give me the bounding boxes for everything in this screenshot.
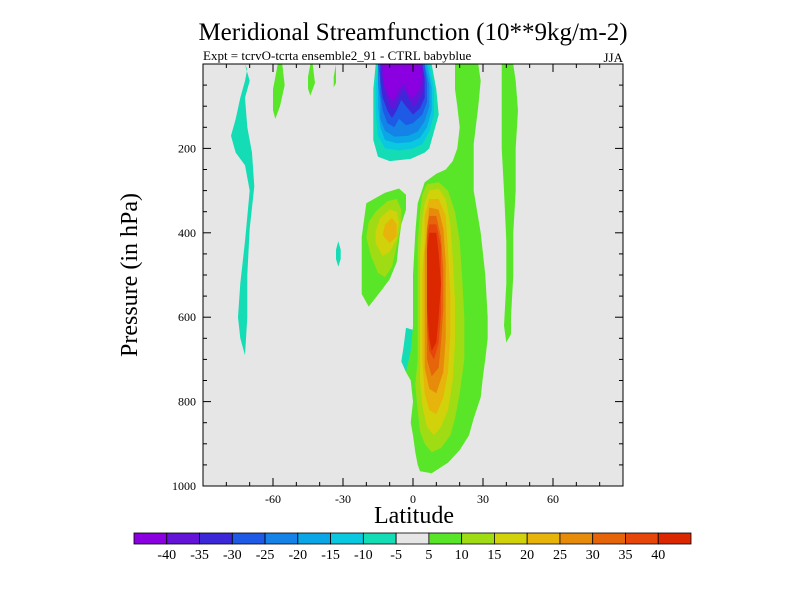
y-tick-label: 600: [178, 310, 196, 324]
colorbar-swatch: [264, 532, 299, 545]
x-tick-label: 30: [477, 492, 489, 506]
season-label: JJA: [603, 50, 623, 65]
colorbar-swatch: [526, 532, 561, 545]
colorbar-label: 40: [651, 548, 665, 563]
colorbar-swatch: [297, 532, 331, 545]
colorbar-swatch: [362, 532, 397, 545]
colorbar-swatch: [461, 532, 495, 545]
colorbar-swatch: [494, 532, 528, 545]
colorbar-label: 25: [553, 548, 567, 563]
contour-fill-4: [308, 64, 315, 96]
colorbar-swatch: [330, 532, 364, 545]
colorbar-label: 30: [586, 548, 600, 563]
colorbar-label: -25: [256, 548, 275, 563]
colorbar-swatch: [428, 532, 463, 545]
y-axis: 200 400 600 800 1000: [172, 63, 623, 493]
plot-area: [202, 63, 624, 487]
colorbar-label: 10: [455, 548, 469, 563]
colorbar: -40 -35 -30 -25 -20 -15 -10 -5 5 10 15 20 25 30 35 40: [133, 532, 692, 563]
contour-fill-3: [273, 64, 285, 119]
y-tick-label: 1000: [172, 479, 196, 493]
colorbar-label: -30: [223, 548, 242, 563]
x-tick-label: 60: [547, 492, 559, 506]
contour-fill-1: [336, 241, 341, 267]
colorbar-swatch: [395, 532, 430, 545]
y-axis-title: Pressure (in hPa): [117, 193, 143, 357]
x-axis: -60 -30 0 30 60: [202, 64, 624, 506]
colorbar-label: 35: [618, 548, 632, 563]
y-tick-label: 200: [178, 141, 196, 155]
chart-title: Meridional Streamfunction (10**9kg/m-2): [198, 19, 627, 46]
colorbar-label: -35: [190, 548, 209, 563]
colorbar-label: -5: [390, 548, 402, 563]
colorbar-swatch: [199, 532, 233, 545]
colorbar-label: -20: [288, 548, 307, 563]
contour-fill-5: [333, 64, 336, 88]
x-axis-title: Latitude: [374, 503, 454, 529]
colorbar-swatch: [657, 532, 692, 545]
x-tick-label: -60: [265, 492, 281, 506]
colorbar-label: 5: [425, 548, 432, 563]
colorbar-label: -10: [354, 548, 373, 563]
contour-fill-26: [382, 64, 423, 100]
x-tick-label: 0: [410, 492, 416, 506]
contour-fill-18: [427, 232, 441, 351]
colorbar-label: -15: [321, 548, 340, 563]
colorbar-label: 15: [487, 548, 501, 563]
chart-subtitle: Expt = tcrvO-tcrta ensemble2_91 - CTRL b…: [203, 48, 471, 63]
colorbar-swatch: [559, 532, 594, 545]
colorbar-label: -40: [157, 548, 176, 563]
colorbar-swatch: [625, 532, 659, 545]
x-tick-label: -30: [335, 492, 351, 506]
contour-fill-8: [501, 64, 518, 343]
contour-fill-13: [382, 218, 397, 244]
colorbar-swatch: [592, 532, 626, 545]
y-tick-label: 400: [178, 226, 196, 240]
colorbar-label: 20: [520, 548, 534, 563]
colorbar-swatch: [133, 532, 168, 545]
y-tick-label: 800: [178, 395, 196, 409]
contour-fill-0: [231, 64, 255, 356]
colorbar-swatch: [166, 532, 200, 545]
colorbar-swatch: [231, 532, 266, 545]
